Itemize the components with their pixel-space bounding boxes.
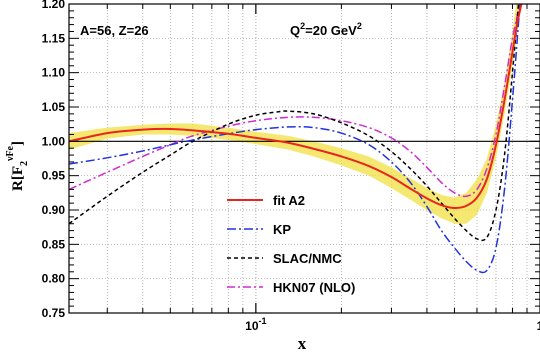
y-tick-label: 0.95 [42,169,66,183]
legend-label: KP [273,222,291,237]
uncertainty-band [69,4,520,224]
y-tick-label: 1.20 [42,0,66,11]
annotation-nucleus: A=56, Z=26 [80,23,149,38]
plot-frame-bg [69,4,540,313]
band-layer [69,4,520,224]
annotation-q2: Q2=20 GeV2 [290,21,362,38]
series-line-fit-a2 [69,4,523,209]
y-tick-label: 0.75 [42,306,66,320]
y-axis-title: R[F2νFe] [5,141,30,191]
x-tick-label: 10-1 [245,316,266,333]
plot-frame [68,3,540,314]
series-line-slac-nmc [69,4,520,242]
y-tick-label: 0.85 [42,237,66,251]
legend-label: SLAC/NMC [273,251,342,266]
tick-labels: 0.75 0.80 0.85 0.90 0.95 1.00 1.05 1.10 1.15 1.20… [42,0,540,333]
axis-ticks [69,3,540,314]
x-axis-title: x [298,334,307,353]
x-tick-label: 1 [537,319,540,333]
y-tick-label: 0.90 [42,203,66,217]
series-line-hkn07-nlo [69,4,521,198]
legend-label: HKN07 (NLO) [273,280,355,295]
series-line-kp [69,4,521,274]
y-tick-label: 1.15 [42,31,66,45]
y-tick-label: 0.80 [42,272,66,286]
legend: fit A2 KP SLAC/NMC HKN07 (NLO) [227,193,355,295]
legend-label: fit A2 [273,193,305,208]
series-layer [69,4,523,274]
y-tick-label: 1.05 [42,100,66,114]
y-tick-label: 1.00 [42,134,66,148]
y-tick-label: 1.10 [42,66,66,80]
